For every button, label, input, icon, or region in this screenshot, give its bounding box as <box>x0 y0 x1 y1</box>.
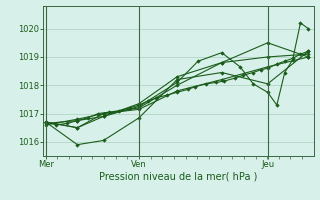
X-axis label: Pression niveau de la mer( hPa ): Pression niveau de la mer( hPa ) <box>99 172 258 182</box>
